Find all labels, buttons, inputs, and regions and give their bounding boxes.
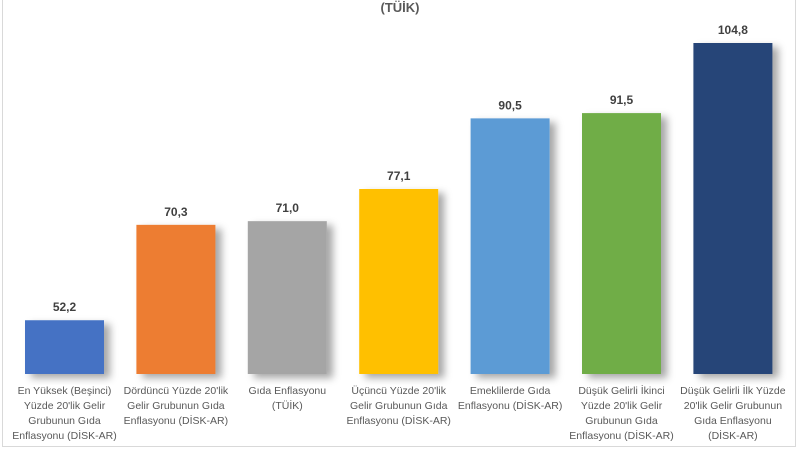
category-label: Üçüncü Yüzde 20'lik Gelir Grubunun Gıda …	[346, 385, 451, 427]
data-label: 70,3	[164, 205, 188, 219]
category-label: Düşük Gelirli İkinci Yüzde 20'lik Gelir …	[569, 385, 674, 442]
bar	[136, 224, 216, 374]
bar	[247, 221, 327, 374]
bar	[693, 43, 773, 374]
category-label: Dördüncü Yüzde 20'lik Gelir Grubunun Gıd…	[123, 385, 229, 427]
bar	[359, 188, 439, 374]
chart-title: (TÜİK)	[380, 0, 420, 15]
data-label: 91,5	[610, 93, 634, 107]
category-label: Emeklilerde Gıda Enflasyonu (DİSK-AR)	[457, 385, 563, 412]
data-label: 71,0	[276, 201, 300, 215]
category-label: En Yüksek (Beşinci) Yüzde 20'lik Gelir G…	[12, 385, 117, 442]
data-label: 52,2	[53, 300, 77, 314]
data-label: 77,1	[387, 169, 411, 183]
category-label: Düşük Gelirli İlk Yüzde 20'lik Gelir Gru…	[680, 385, 786, 442]
data-label: 90,5	[498, 98, 522, 112]
bar	[470, 118, 550, 374]
data-label: 104,8	[718, 23, 748, 37]
bar	[582, 113, 661, 375]
bar	[25, 320, 104, 374]
category-label: Gıda Enflasyonu (TÜİK)	[248, 385, 327, 412]
